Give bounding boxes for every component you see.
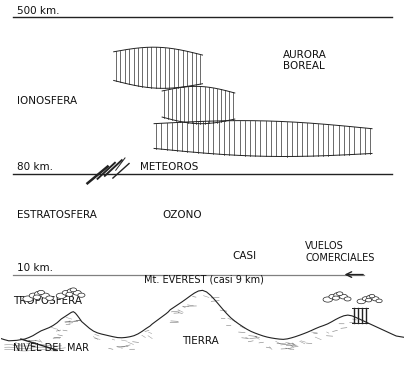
Text: TROPOSFERA: TROPOSFERA: [13, 295, 82, 306]
Ellipse shape: [46, 296, 53, 300]
Ellipse shape: [41, 293, 49, 298]
Ellipse shape: [34, 291, 44, 297]
Ellipse shape: [369, 294, 375, 298]
Text: TIERRA: TIERRA: [182, 335, 219, 346]
Ellipse shape: [70, 288, 77, 292]
Ellipse shape: [67, 289, 76, 294]
Text: 80 km.: 80 km.: [17, 162, 53, 172]
Ellipse shape: [333, 296, 339, 300]
Text: AURORA
BOREAL: AURORA BOREAL: [283, 49, 327, 71]
Ellipse shape: [334, 292, 343, 298]
Text: OZONO: OZONO: [162, 210, 202, 220]
Text: 10 km.: 10 km.: [17, 263, 53, 273]
Ellipse shape: [344, 297, 351, 301]
Text: ESTRATOSFERA: ESTRATOSFERA: [17, 210, 97, 220]
Ellipse shape: [339, 294, 347, 299]
Text: 500 km.: 500 km.: [17, 6, 60, 16]
Ellipse shape: [362, 297, 369, 301]
Text: METEOROS: METEOROS: [140, 162, 198, 172]
Ellipse shape: [78, 293, 85, 297]
Ellipse shape: [372, 297, 379, 301]
Ellipse shape: [62, 291, 70, 295]
Ellipse shape: [337, 292, 343, 295]
Ellipse shape: [56, 293, 66, 298]
Ellipse shape: [366, 298, 372, 302]
Ellipse shape: [38, 290, 45, 294]
Ellipse shape: [329, 294, 337, 299]
Ellipse shape: [66, 292, 73, 297]
Text: VUELOS
COMERCIALES: VUELOS COMERCIALES: [305, 241, 375, 263]
Ellipse shape: [357, 299, 366, 304]
Ellipse shape: [73, 291, 81, 295]
Text: NIVEL DEL MAR: NIVEL DEL MAR: [13, 343, 89, 353]
Text: IONOSFERA: IONOSFERA: [17, 96, 77, 106]
Ellipse shape: [29, 293, 38, 298]
Text: CASI: CASI: [233, 251, 257, 261]
Ellipse shape: [23, 296, 33, 302]
Text: Mt. EVEREST (casi 9 km): Mt. EVEREST (casi 9 km): [144, 275, 264, 284]
Ellipse shape: [367, 295, 375, 300]
Ellipse shape: [376, 299, 382, 303]
Ellipse shape: [323, 297, 333, 302]
Ellipse shape: [33, 295, 41, 300]
